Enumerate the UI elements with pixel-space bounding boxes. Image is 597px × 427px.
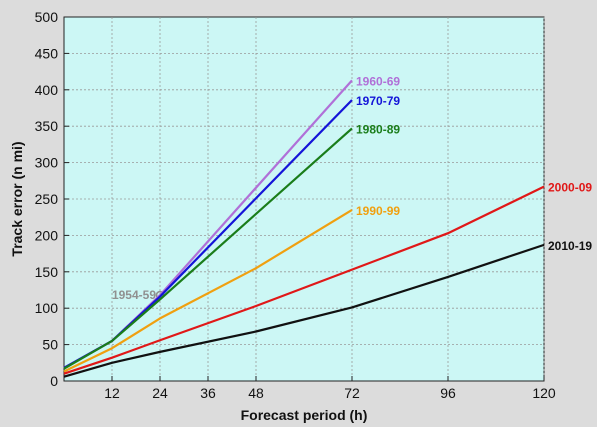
y-tick-label: 450 — [35, 45, 59, 61]
series-label-1980-89: 1980-89 — [356, 122, 400, 136]
series-line-2000-09 — [63, 185, 545, 375]
series-line-1980-89 — [63, 127, 353, 370]
y-tick-label: 400 — [35, 82, 59, 98]
axis-ticks: 12 24 36 48 72 96 120 0 50 100 150 200 250 300 350 400 4… — [35, 9, 556, 401]
x-tick-label: 48 — [248, 385, 264, 401]
x-tick-label: 96 — [440, 385, 456, 401]
series-lines — [63, 79, 545, 378]
series-labels: 1954-59 1960-69 1970-79 1980-89 1990-99 2000-… — [112, 74, 592, 302]
series-label-2000-09: 2000-09 — [548, 181, 592, 195]
grid — [64, 17, 545, 381]
y-tick-label: 300 — [35, 155, 59, 171]
y-tick-label: 500 — [35, 9, 59, 25]
y-tick-label: 0 — [50, 373, 58, 389]
x-tick-label: 24 — [152, 385, 168, 401]
y-tick-label: 200 — [35, 227, 59, 243]
series-line-2010-19 — [63, 243, 545, 378]
series-label-2010-19: 2010-19 — [548, 239, 592, 253]
x-tick-label: 36 — [200, 385, 216, 401]
y-tick-label: 250 — [35, 191, 59, 207]
series-label-1954-59: 1954-59 — [112, 288, 156, 302]
x-tick-label: 120 — [532, 385, 556, 401]
y-tick-label: 50 — [42, 337, 58, 353]
x-tick-label: 72 — [344, 385, 360, 401]
y-tick-label: 150 — [35, 264, 59, 280]
series-label-1970-79: 1970-79 — [356, 94, 400, 108]
y-tick-label: 350 — [35, 118, 59, 134]
x-axis-title: Forecast period (h) — [241, 407, 368, 423]
series-label-1990-99: 1990-99 — [356, 204, 400, 218]
series-line-1990-99 — [63, 208, 353, 373]
y-tick-label: 100 — [35, 300, 59, 316]
y-axis-title: Track error (n mi) — [9, 141, 25, 256]
series-label-1960-69: 1960-69 — [356, 74, 400, 88]
x-tick-label: 12 — [104, 385, 120, 401]
